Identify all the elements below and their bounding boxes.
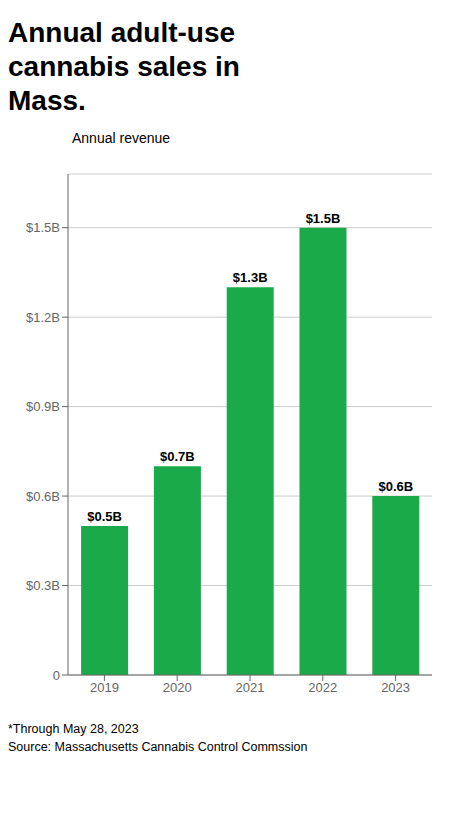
html-text:Annual adult-use: Annual adult-use <box>8 17 236 48</box>
svg-text:2020: 2020 <box>163 680 192 695</box>
html-text:Source: Massachusetts Cannabis: Source: Massachusetts Cannabis Control C… <box>8 740 308 754</box>
svg-text:$0.5B: $0.5B <box>87 509 122 524</box>
html-text:cannabis sales in: cannabis sales in <box>8 51 240 82</box>
svg-text:2019: 2019 <box>90 680 119 695</box>
html-text:*Through May 28, 2023: *Through May 28, 2023 <box>8 722 139 736</box>
svg-text:2022: 2022 <box>308 680 337 695</box>
svg-text:$0.6B: $0.6B <box>26 489 60 504</box>
svg-text:$1.2B: $1.2B <box>26 310 60 325</box>
svg-text:$1.5B: $1.5B <box>26 220 60 235</box>
html-text:Annual revenue: Annual revenue <box>72 130 171 146</box>
svg-text:$1.3B: $1.3B <box>233 270 268 285</box>
html-text:Mass.: Mass. <box>8 85 86 116</box>
svg-text:0: 0 <box>53 668 60 683</box>
svg-text:2023: 2023 <box>381 680 410 695</box>
svg-text:$0.3B: $0.3B <box>26 578 60 593</box>
svg-text:$0.9B: $0.9B <box>26 399 60 414</box>
svg-text:$0.6B: $0.6B <box>378 479 413 494</box>
svg-text:2021: 2021 <box>236 680 265 695</box>
svg-text:$0.7B: $0.7B <box>160 449 195 464</box>
svg-text:$1.5B: $1.5B <box>306 211 341 226</box>
